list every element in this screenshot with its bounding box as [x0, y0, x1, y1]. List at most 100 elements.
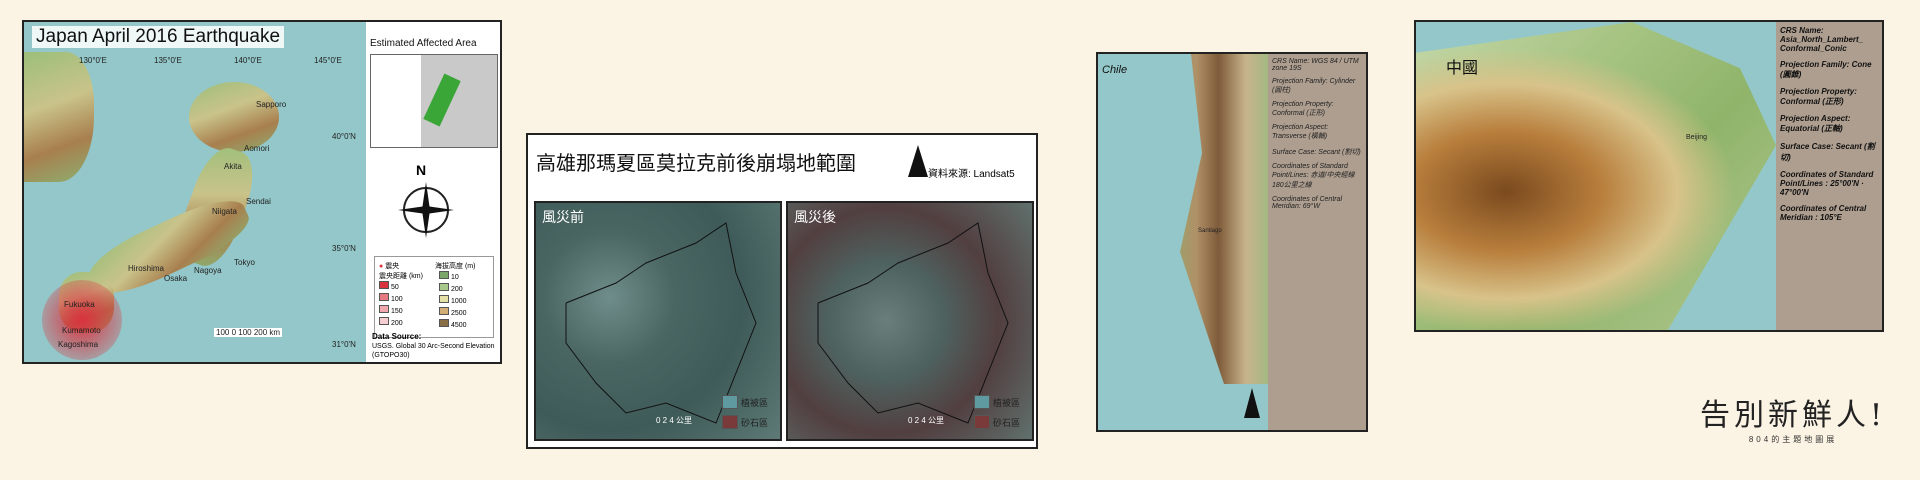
- lat-label: 31°0'N: [332, 340, 356, 349]
- scale-bar: 100 0 100 200 km: [214, 328, 283, 337]
- legend-elevations: 10 200 1000 2500 4500: [439, 271, 467, 331]
- city-label: Beijing: [1686, 134, 1708, 141]
- scale-bar: 0 2 4 公里: [908, 416, 945, 425]
- north-arrow-icon: [1244, 388, 1260, 418]
- after-satellite-image[interactable]: 風災後 植被區 砂石區 0 2 4 公里: [786, 201, 1034, 441]
- legend-forest: 植被區: [722, 395, 768, 409]
- lon-label: 135°0'E: [154, 56, 182, 65]
- legend-label: 植被區: [993, 397, 1021, 408]
- legend-elevation-item: 10: [439, 271, 467, 283]
- legend-distance-value: 50: [390, 284, 399, 291]
- country-label: Chile: [1102, 64, 1128, 76]
- chile-map: Chile Santiago: [1098, 54, 1268, 430]
- crs-name: CRS Name: Asia_North_Lambert_ Conformal_…: [1780, 26, 1864, 53]
- legend-epicenter: ● 震央: [379, 261, 399, 271]
- inset-title: Estimated Affected Area: [370, 38, 477, 49]
- legend-rock: 砂石區: [722, 415, 768, 429]
- legend-swatch: [974, 395, 990, 409]
- legend-distance-item: 100: [379, 293, 403, 305]
- chile-map-panel[interactable]: Chile Santiago CRS Name: WGS 84 / UTM zo…: [1096, 52, 1368, 432]
- city-label: Fukuoka: [64, 300, 95, 309]
- legend-distance-value: 100: [390, 296, 403, 303]
- inset-japan-highlight: [423, 73, 461, 127]
- watershed-boundary: [817, 222, 1009, 424]
- surface-case: Surface Case: Secant (割切): [1272, 149, 1361, 156]
- japan-earthquake-map-panel[interactable]: 130°0'E 135°0'E 140°0'E 145°0'E 40°0'N 3…: [22, 20, 502, 364]
- lon-label: 130°0'E: [79, 56, 107, 65]
- legend-elevation-item: 200: [439, 283, 467, 295]
- projection-property: Projection Property: Conformal (正形): [1780, 87, 1857, 106]
- legend-swatch: [379, 317, 389, 325]
- legend-epicenter-label: 震央: [385, 263, 400, 270]
- city-label: Santiago: [1198, 228, 1222, 234]
- legend-forest: 植被區: [974, 395, 1020, 409]
- projection-aspect: Projection Aspect: Equatorial (正軸): [1780, 114, 1851, 133]
- legend-swatch: [439, 283, 449, 291]
- legend-swatch: [974, 415, 990, 429]
- chile-land: [1180, 54, 1268, 384]
- legend-elevation-header: 海拔高度 (m): [435, 263, 476, 270]
- legend-distance-item: 150: [379, 305, 403, 317]
- legend-elevation-value: 4500: [450, 322, 467, 329]
- north-label: N: [416, 162, 427, 178]
- city-label: Nagoya: [194, 266, 222, 275]
- standard-lines: Coordinates of Standard Point/Lines: 赤道/…: [1272, 163, 1355, 189]
- crs-name: CRS Name: WGS 84 / UTM zone 19S: [1272, 58, 1359, 72]
- standard-lines: Coordinates of Standard Point/Lines : 25…: [1780, 170, 1874, 197]
- legend-swatch: [439, 307, 449, 315]
- north-arrow-icon: [908, 145, 928, 177]
- city-label: Kagoshima: [58, 340, 99, 349]
- epicenter-icon: ●: [379, 263, 384, 270]
- city-label: Osaka: [164, 274, 188, 283]
- legend-swatch: [439, 295, 449, 303]
- projection-family: Projection Family: Cone (圓錐): [1780, 60, 1872, 79]
- china-map: 中國 Beijing: [1416, 22, 1776, 330]
- city-label: Niigata: [212, 207, 237, 216]
- legend-swatch: [379, 281, 389, 289]
- before-satellite-image[interactable]: 風災前 植被區 砂石區 0 2 4 公里: [534, 201, 782, 441]
- legend-rock: 砂石區: [974, 415, 1020, 429]
- logo-subtitle: 804的主題地圖展: [1748, 435, 1838, 444]
- central-meridian: Coordinates of Central Meridian: 69°W: [1272, 196, 1343, 210]
- legend-swatch: [439, 319, 449, 327]
- legend-swatch: [722, 395, 738, 409]
- projection-family: Projection Family: Cylinder (圓柱): [1272, 78, 1356, 94]
- before-label: 風災前: [542, 210, 584, 226]
- legend-distance-value: 150: [390, 308, 403, 315]
- city-label: Sendai: [246, 197, 271, 206]
- map-title: 高雄那瑪夏區莫拉克前後崩塌地範圍: [536, 151, 856, 175]
- lat-label: 40°0'N: [332, 132, 356, 141]
- watershed-boundary: [565, 222, 757, 424]
- legend-box: ● 震央 海拔高度 (m) 震央距離 (km) 50 100 150 200 1…: [374, 256, 494, 338]
- legend-label: 砂石區: [993, 417, 1021, 428]
- legend-swatch: [379, 293, 389, 301]
- legend-elevation-item: 4500: [439, 319, 467, 331]
- legend-distance-item: 200: [379, 317, 403, 329]
- legend-elevation-value: 2500: [450, 310, 467, 317]
- projection-aspect: Projection Aspect: Transverse (橫軸): [1272, 124, 1329, 140]
- after-label: 風災後: [794, 210, 836, 226]
- china-map-panel[interactable]: 中國 Beijing CRS Name: Asia_North_Lambert_…: [1414, 20, 1884, 332]
- legend-distances: 50 100 150 200: [379, 281, 403, 329]
- japan-map: 130°0'E 135°0'E 140°0'E 145°0'E 40°0'N 3…: [24, 22, 366, 362]
- city-label: Tokyo: [234, 258, 255, 267]
- morakot-landslide-panel[interactable]: 高雄那瑪夏區莫拉克前後崩塌地範圍 資料來源: Landsat5 風災前 植被區 …: [526, 133, 1038, 449]
- legend-swatch: [379, 305, 389, 313]
- hokkaido-land: [189, 82, 279, 152]
- city-label: Kumamoto: [62, 326, 101, 335]
- legend-swatch: [439, 271, 449, 279]
- city-label: Akita: [224, 162, 242, 171]
- projection-info-panel: CRS Name: Asia_North_Lambert_ Conformal_…: [1776, 22, 1882, 330]
- surface-case: Surface Case: Secant (割切): [1780, 142, 1875, 162]
- data-source: 資料來源: Landsat5: [928, 169, 1015, 180]
- map-sidebar: Estimated Affected Area N ● 震央 海拔高度 (m) …: [366, 22, 500, 362]
- korea-land: [24, 52, 94, 182]
- legend-elevation-item: 2500: [439, 307, 467, 319]
- legend-distance-item: 50: [379, 281, 403, 293]
- legend-elevation-value: 200: [450, 286, 463, 293]
- exhibition-logo: 告別新鮮人! 804的主題地圖展: [1700, 390, 1886, 445]
- city-label: Aomori: [244, 144, 270, 153]
- legend-distance-header: 震央距離 (km): [379, 273, 423, 280]
- lat-label: 35°0'N: [332, 244, 356, 253]
- compass-rose-icon: [398, 182, 454, 238]
